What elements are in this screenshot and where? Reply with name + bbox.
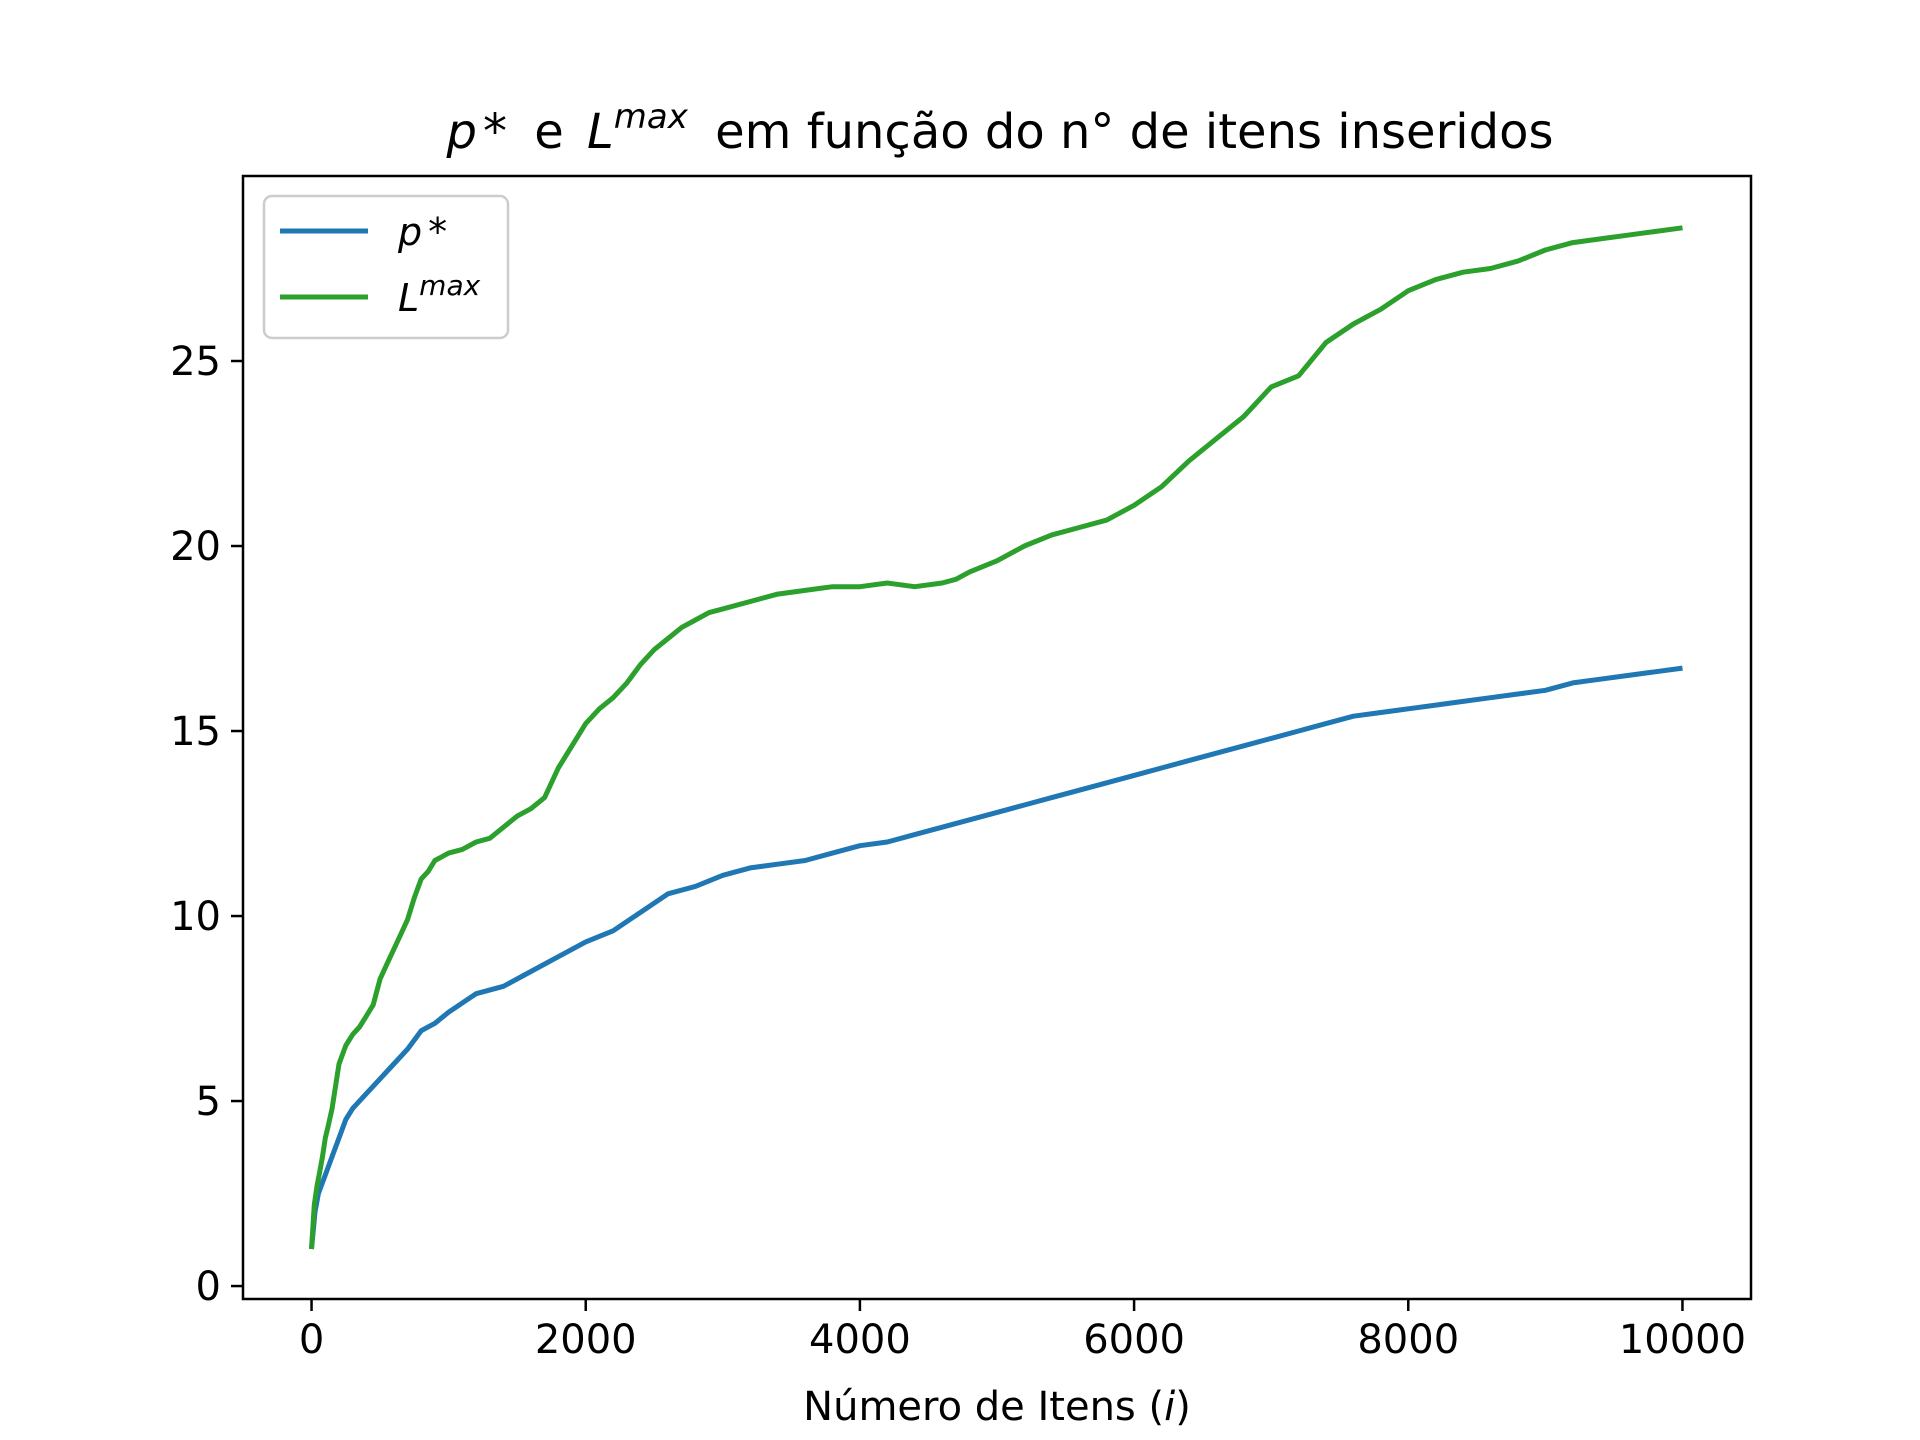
x-axis-label-close: )	[1175, 1384, 1191, 1430]
legend-label-lmax: Lmax	[398, 269, 481, 320]
legend-L-superscript: max	[419, 269, 480, 302]
y-tick-label: 20	[170, 524, 221, 570]
series-layer	[309, 225, 1683, 1250]
y-tick-label: 10	[170, 894, 221, 940]
title-p-star: *	[483, 104, 507, 160]
series-line-p-star	[309, 665, 1683, 1250]
title-p-symbol: p	[446, 104, 477, 160]
legend-label-p-star: p *	[397, 210, 447, 254]
x-tick-label: 2000	[535, 1317, 637, 1363]
x-axis-label-text: Número de Itens (	[803, 1384, 1164, 1430]
x-axis-label-var: i	[1164, 1384, 1175, 1430]
title-connector: e	[534, 104, 564, 160]
y-tick-label: 25	[170, 339, 221, 385]
title-L-symbol: L	[587, 104, 614, 160]
x-tick-label: 4000	[809, 1317, 911, 1363]
legend: p * Lmax	[262, 194, 510, 340]
y-tick-label: 15	[170, 709, 221, 755]
chart-title: p * e Lmax em função do n° de itens inser…	[446, 84, 1554, 160]
series-line-lmax	[309, 225, 1683, 1250]
y-tick-label: 0	[196, 1264, 221, 1310]
x-axis-label: Número de Itens (i)	[803, 1384, 1191, 1430]
x-tick-label: 8000	[1357, 1317, 1459, 1363]
legend-p-symbol: p	[397, 210, 422, 254]
x-tick-label: 0	[299, 1317, 324, 1363]
x-tick-label: 10000	[1619, 1317, 1746, 1363]
legend-box	[262, 194, 510, 340]
y-axis-ticks: 0 5 10 15 20 25	[170, 339, 243, 1310]
title-suffix: em função do n° de itens inseridos	[715, 104, 1553, 160]
legend-L-symbol: L	[398, 276, 419, 320]
plot-area-frame	[241, 174, 1753, 1301]
x-axis-ticks: 0 2000 4000 6000 8000 10000	[299, 1299, 1746, 1363]
x-tick-label: 6000	[1083, 1317, 1185, 1363]
y-tick-label: 5	[196, 1079, 221, 1125]
title-L-superscript: max	[614, 97, 689, 137]
legend-p-star: *	[428, 210, 447, 254]
